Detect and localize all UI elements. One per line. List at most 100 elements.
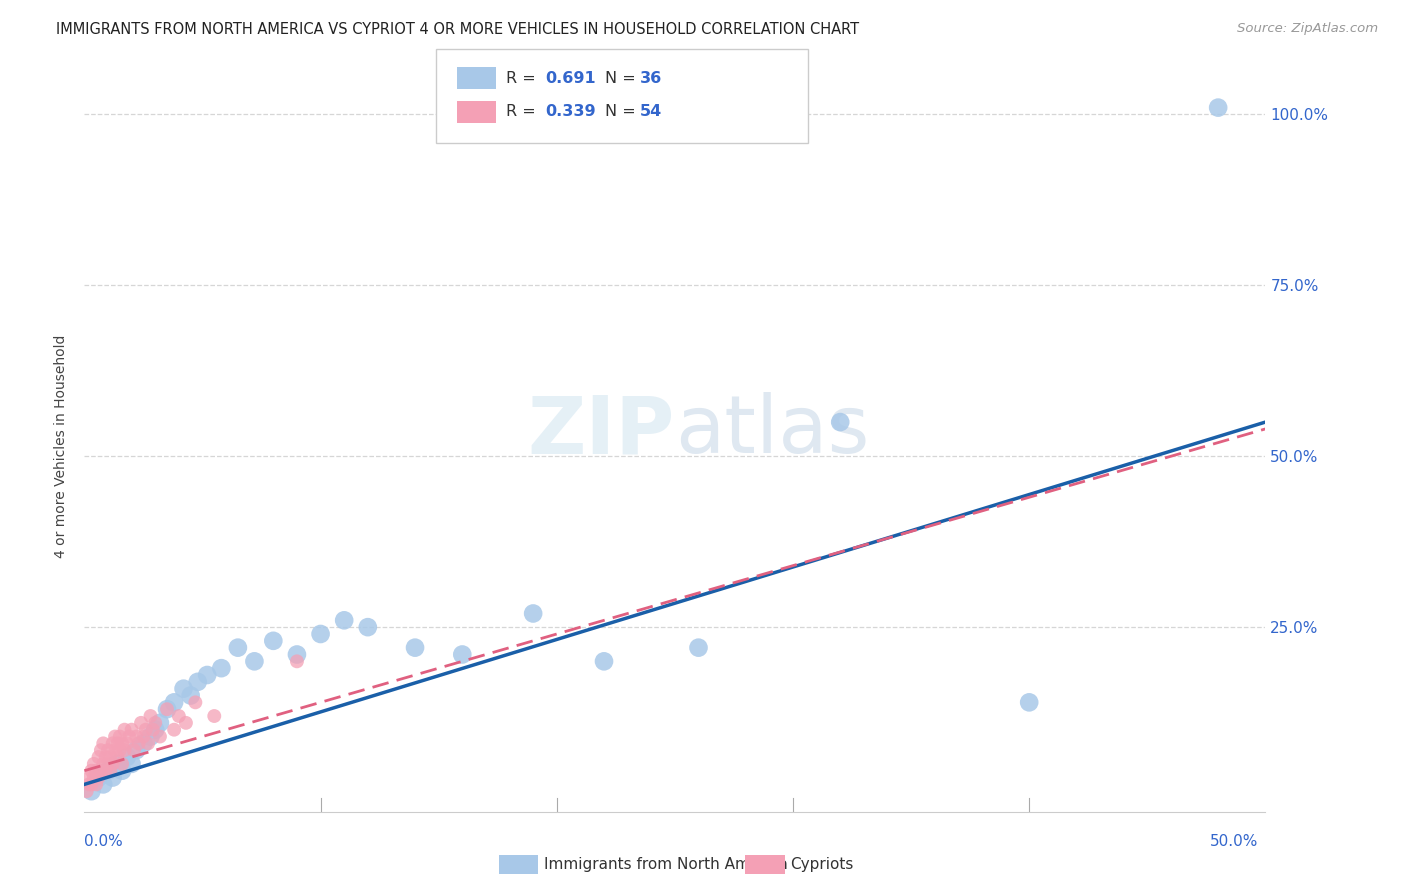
Point [156,702,179,716]
Point [84,777,107,791]
Text: Cypriots: Cypriots [790,857,853,871]
Point [285,654,308,668]
Point [97,764,120,778]
Point [184,695,207,709]
Text: ZIP: ZIP [527,392,675,470]
Point [125,743,148,757]
Text: 0.691: 0.691 [546,70,596,86]
Point [121,756,143,771]
Text: Source: ZipAtlas.com: Source: ZipAtlas.com [1237,22,1378,36]
Point [97,743,120,757]
Point [132,736,155,750]
Point [285,648,308,662]
Point [87,750,110,764]
Point [135,723,157,737]
Point [83,771,105,785]
Point [129,715,152,730]
Point [142,723,165,737]
Text: IMMIGRANTS FROM NORTH AMERICA VS CYPRIOT 4 OR MORE VEHICLES IN HOUSEHOLD CORRELA: IMMIGRANTS FROM NORTH AMERICA VS CYPRIOT… [56,22,859,37]
Point [522,607,544,621]
Point [143,723,166,737]
Point [132,730,155,744]
Point [107,736,129,750]
Point [98,750,121,764]
Point [90,764,112,778]
Text: 0.0%: 0.0% [84,834,124,849]
Point [357,620,380,634]
Point [149,730,172,744]
Point [1018,695,1040,709]
Point [114,723,136,737]
Point [688,640,710,655]
Text: Immigrants from North America: Immigrants from North America [544,857,787,871]
Point [163,723,186,737]
Point [97,756,120,771]
Point [139,709,162,723]
Point [87,771,110,785]
Point [111,756,134,771]
Point [107,756,129,771]
Point [90,743,112,757]
Point [104,743,127,757]
Point [163,695,186,709]
Text: R =: R = [506,70,541,86]
Point [76,784,98,798]
Point [91,777,114,791]
Point [262,633,284,648]
Point [143,715,166,730]
Point [451,648,474,662]
Point [101,771,124,785]
Point [180,689,202,703]
Text: atlas: atlas [675,392,869,470]
Text: N =: N = [605,104,641,120]
Point [187,674,209,689]
Point [115,736,138,750]
Point [333,613,356,627]
Point [91,736,114,750]
Text: 36: 36 [640,70,662,86]
Point [173,681,195,696]
Point [226,640,249,655]
Point [101,756,124,771]
Point [80,764,103,778]
Point [174,715,197,730]
Point [139,730,162,744]
Point [115,750,138,764]
Point [118,730,141,744]
Point [195,668,218,682]
Point [121,723,143,737]
Point [77,777,100,791]
Point [309,627,332,641]
Point [114,743,136,757]
Point [830,415,852,429]
Point [84,764,107,778]
Point [91,756,114,771]
Point [136,736,159,750]
Point [243,654,266,668]
Point [202,709,225,723]
Point [107,750,129,764]
Text: R =: R = [506,104,541,120]
Point [80,777,103,791]
Text: 54: 54 [640,104,662,120]
Point [104,730,127,744]
Point [108,730,131,744]
Point [122,743,145,757]
Point [1206,101,1229,115]
Point [167,709,190,723]
Point [149,715,172,730]
Point [94,750,117,764]
Point [125,730,148,744]
Point [111,764,134,778]
Point [156,702,179,716]
Y-axis label: 4 or more Vehicles in Household: 4 or more Vehicles in Household [55,334,69,558]
Point [94,764,117,778]
Point [87,771,110,785]
Point [128,736,150,750]
Point [209,661,232,675]
Point [593,654,616,668]
Text: N =: N = [605,70,641,86]
Text: 50.0%: 50.0% [1211,834,1258,849]
Point [108,743,131,757]
Point [77,771,100,785]
